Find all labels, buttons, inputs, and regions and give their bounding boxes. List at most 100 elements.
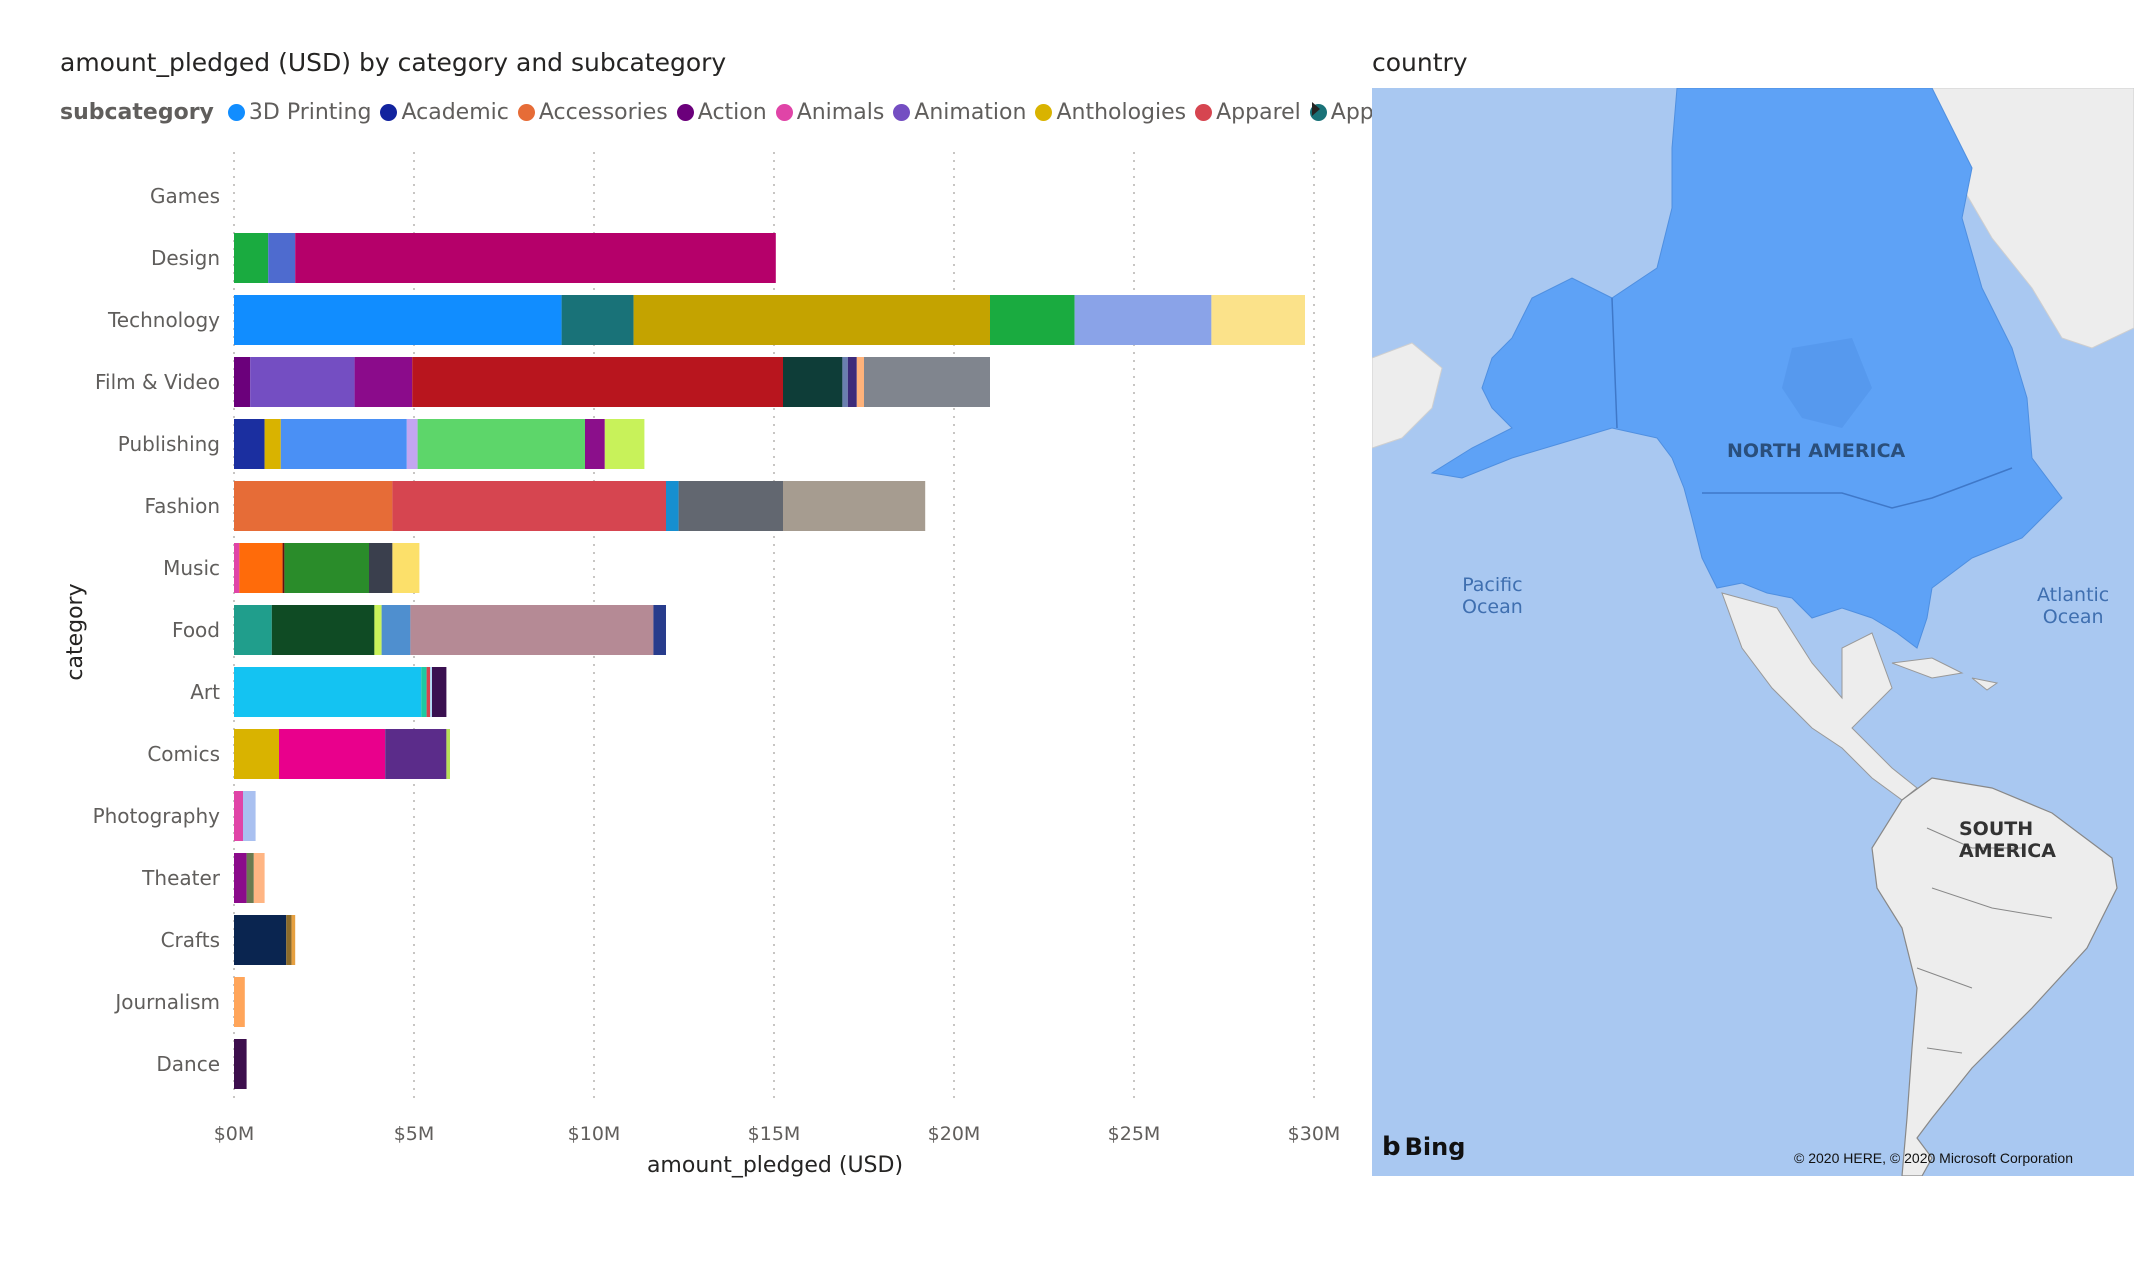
bar-segment[interactable] [239, 543, 283, 593]
x-tick-label: $15M [748, 1123, 801, 1145]
us-canada-border [1702, 467, 2013, 509]
bar-segment[interactable] [385, 729, 447, 779]
bar-segment[interactable] [406, 419, 418, 469]
bar-segment[interactable] [381, 605, 411, 655]
bar-segment[interactable] [561, 295, 634, 345]
bar-segment[interactable] [430, 667, 432, 717]
legend-swatch [380, 103, 398, 121]
bar-segment[interactable] [234, 853, 247, 903]
alaska-border [1611, 297, 1618, 429]
bar-segment[interactable] [990, 295, 1075, 345]
bar-segment[interactable] [432, 667, 447, 717]
bar-segment[interactable] [295, 233, 776, 283]
legend-item[interactable]: Anthologies [1035, 100, 1186, 125]
bar-segment[interactable] [234, 295, 562, 345]
legend-item[interactable]: Animals [775, 99, 885, 125]
bar-segment[interactable] [234, 233, 269, 283]
bar-segment[interactable] [410, 605, 654, 655]
bar-segment[interactable] [271, 605, 375, 655]
bar-segment[interactable] [412, 357, 783, 407]
bar-segment[interactable] [268, 233, 296, 283]
bar-segment[interactable] [666, 481, 679, 531]
legend-item[interactable]: Animation [893, 100, 1026, 125]
legend-label: Animals [796, 99, 885, 125]
bar-segment[interactable] [291, 915, 296, 965]
bar-segment[interactable] [392, 481, 666, 531]
legend-item[interactable]: Academic [380, 100, 509, 125]
bar-segment[interactable] [284, 543, 369, 593]
bar-segment[interactable] [282, 543, 285, 593]
bar-segment[interactable] [234, 791, 243, 841]
bar-segment[interactable] [421, 667, 427, 717]
bar-segment[interactable] [234, 481, 393, 531]
legend-swatch [676, 103, 694, 121]
y-axis-title: category [63, 583, 88, 680]
bar-segment[interactable] [864, 357, 990, 407]
bar-segment[interactable] [392, 543, 420, 593]
x-tick-label: $25M [1108, 1123, 1161, 1145]
bar-segment[interactable] [783, 357, 843, 407]
map-title: country [1372, 48, 1468, 77]
bar-segment[interactable] [847, 357, 857, 407]
legend: subcategory 3D Printing Academic Accessori… [60, 97, 1385, 127]
legend-item[interactable]: Accessories [517, 100, 668, 125]
bar-segment[interactable] [354, 357, 413, 407]
legend-item[interactable]: Apparel [1195, 100, 1301, 125]
pacific-label-line1: Pacific [1462, 574, 1523, 596]
x-tick-label: $5M [394, 1123, 435, 1145]
y-tick-label: Food [172, 618, 220, 642]
bar-segment[interactable] [633, 295, 990, 345]
bing-b-icon: b [1382, 1132, 1401, 1162]
bar-segment[interactable] [234, 419, 265, 469]
bar-segment[interactable] [842, 357, 848, 407]
map-panel[interactable]: NORTH AMERICA SOUTH AMERICA Pacific Ocea… [1372, 88, 2134, 1176]
y-tick-label: Design [151, 246, 220, 270]
legend-label: Action [697, 99, 767, 125]
bar-segment[interactable] [279, 729, 386, 779]
legend-next-arrow-icon[interactable] [1312, 102, 1320, 116]
chart-title: amount_pledged (USD) by category and sub… [60, 48, 727, 77]
legend-label: Anthologies [1056, 99, 1187, 125]
legend-title: subcategory [60, 99, 214, 125]
bar-segment[interactable] [1074, 295, 1212, 345]
bar-segment[interactable] [856, 357, 864, 407]
legend-swatch [893, 103, 911, 121]
bar-segment[interactable] [783, 481, 926, 531]
legend-item[interactable]: 3D Printing [227, 100, 371, 125]
bar-segment[interactable] [234, 667, 422, 717]
bar-segment[interactable] [234, 1039, 247, 1089]
south-america-label: SOUTH AMERICA [1959, 818, 2056, 862]
bar-segment[interactable] [234, 543, 240, 593]
legend-swatch [1195, 103, 1213, 121]
bar-segment[interactable] [374, 605, 382, 655]
bar-segment[interactable] [264, 419, 281, 469]
north-america-highlight [1430, 88, 2063, 649]
bar-segment[interactable] [234, 605, 272, 655]
bar-segment[interactable] [369, 543, 393, 593]
atlantic-ocean-label: Atlantic Ocean [2037, 584, 2109, 628]
bar-segment[interactable] [417, 419, 585, 469]
bar-segment[interactable] [280, 419, 407, 469]
bar-segment[interactable] [234, 977, 245, 1027]
bar-segment[interactable] [426, 667, 431, 717]
legend-item[interactable]: Action [676, 99, 767, 125]
bar-segment[interactable] [653, 605, 666, 655]
bar-segment[interactable] [234, 915, 287, 965]
legend-swatch [775, 103, 793, 121]
bar-segment[interactable] [246, 853, 254, 903]
y-tick-label: Journalism [113, 990, 220, 1014]
bar-segment[interactable] [234, 729, 279, 779]
bar-segment[interactable] [678, 481, 783, 531]
bar-segment[interactable] [604, 419, 645, 469]
bar-segment[interactable] [243, 791, 256, 841]
bar-segment[interactable] [286, 915, 292, 965]
bar-segment[interactable] [585, 419, 605, 469]
map-attribution: © 2020 HERE, © 2020 Microsoft Corporatio… [1794, 1150, 2073, 1166]
bar-segment[interactable] [250, 357, 355, 407]
bar-segment[interactable] [253, 853, 265, 903]
bar-segment[interactable] [234, 357, 251, 407]
bar-segment[interactable] [1211, 295, 1305, 345]
bar-segment[interactable] [446, 729, 450, 779]
bing-logo-text: Bing [1404, 1133, 1466, 1161]
x-tick-label: $0M [214, 1123, 255, 1145]
